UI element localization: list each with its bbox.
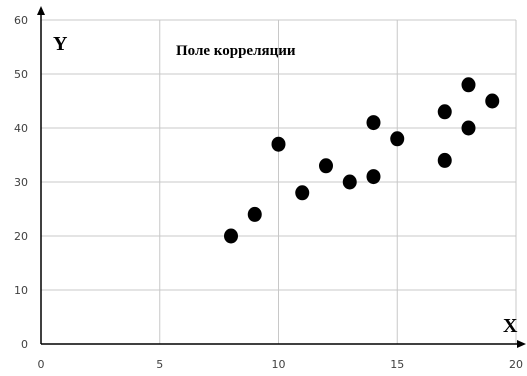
x-tick-label: 0	[38, 358, 45, 371]
axes	[37, 6, 526, 348]
x-tick-label: 5	[156, 358, 163, 371]
data-point	[366, 169, 381, 185]
y-tick-label: 40	[14, 122, 28, 135]
data-point	[485, 93, 500, 109]
y-tick-labels: 0 10 20 30 40 50 60	[14, 14, 28, 351]
x-tick-labels: 0 5 10 15 20	[38, 358, 524, 371]
data-point	[271, 136, 286, 152]
x-axis-label: X	[503, 315, 518, 337]
x-tick-label: 10	[272, 358, 286, 371]
x-axis-arrow	[517, 340, 526, 348]
y-axis-arrow	[37, 6, 45, 15]
chart-title: Поле корреляции	[176, 43, 296, 59]
data-point	[390, 131, 405, 147]
data-point	[295, 185, 310, 201]
data-point	[461, 77, 476, 93]
y-tick-label: 60	[14, 14, 28, 27]
y-axis-label: Y	[53, 33, 68, 55]
y-tick-label: 50	[14, 68, 28, 81]
y-tick-label: 30	[14, 176, 28, 189]
data-point	[342, 174, 357, 190]
grid	[41, 19, 517, 344]
data-point	[247, 206, 262, 222]
y-tick-label: 0	[21, 338, 28, 351]
x-tick-label: 20	[509, 358, 523, 371]
y-tick-label: 10	[14, 284, 28, 297]
data-point	[224, 228, 238, 244]
data-point	[437, 104, 452, 120]
data-point	[461, 120, 476, 136]
data-points	[224, 77, 500, 244]
x-tick-label: 15	[390, 358, 404, 371]
y-tick-label: 20	[14, 230, 28, 243]
data-point	[366, 115, 381, 131]
data-point	[319, 158, 333, 174]
data-point	[437, 152, 452, 168]
